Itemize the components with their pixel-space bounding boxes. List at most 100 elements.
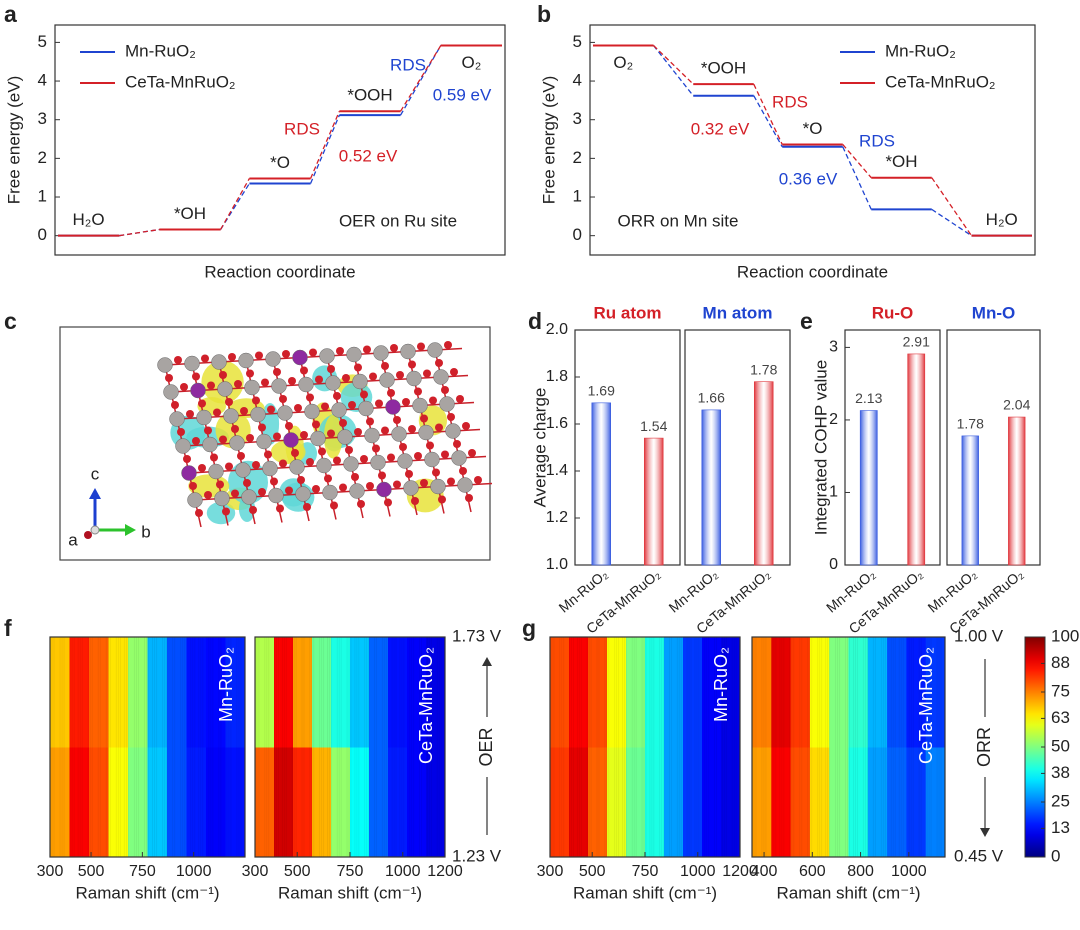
atom [358, 400, 374, 417]
heatmap-cell [867, 637, 888, 748]
heatmap-cell [588, 637, 608, 748]
heatmap-cell [167, 747, 187, 858]
oxygen [363, 345, 371, 354]
oxygen [327, 365, 335, 373]
direction-label: ORR [974, 727, 994, 767]
oxygen [435, 423, 443, 432]
atom [325, 375, 341, 391]
plot-frame [54, 24, 506, 256]
value-label: 1.78 [750, 361, 777, 377]
legend-label: Mn-RuO₂ [125, 41, 196, 60]
heatmap-cell [771, 637, 792, 748]
colorbar-tick-label: 0 [1051, 846, 1060, 865]
oxygen [462, 422, 470, 430]
x-tick-label: 300 [537, 863, 564, 880]
heatmap-cell [69, 747, 90, 858]
colorbar-tick-label: 88 [1051, 653, 1070, 672]
atom [433, 369, 449, 385]
axis-arrowhead [89, 488, 101, 499]
connector [119, 228, 160, 237]
colorbar-tick-label: 63 [1051, 708, 1070, 727]
connector [220, 178, 250, 230]
oxygen [276, 504, 284, 513]
oxygen [273, 432, 281, 441]
atom [400, 343, 416, 360]
oxygen [435, 359, 443, 367]
oxygen [444, 341, 452, 349]
oxygen [183, 455, 191, 463]
annotation: RDS [284, 119, 320, 138]
oxygen [393, 416, 401, 424]
heatmap-cell [369, 637, 389, 748]
panel-letter: d [528, 308, 542, 334]
y-tick-label: 1.6 [546, 415, 568, 432]
oxygen [441, 386, 449, 394]
heatmap-cell [206, 747, 226, 858]
value-label: 2.91 [903, 334, 930, 350]
y-tick-label: 1.8 [546, 368, 568, 385]
state-label: *OOH [701, 59, 746, 78]
connector [400, 45, 442, 116]
state-label: H₂O [73, 210, 105, 229]
y-tick-label: 5 [573, 32, 582, 51]
oxygen [345, 446, 353, 454]
x-tick-label: 800 [847, 863, 874, 880]
oxygen [174, 356, 182, 364]
y-tick-label: 3 [38, 109, 47, 128]
x-tick-label: 500 [78, 863, 105, 880]
heatmap-cell [702, 747, 722, 858]
x-axis-label: Raman shift (cm⁻¹) [573, 883, 717, 902]
panel-letter: a [4, 1, 17, 27]
heatmap-cell [588, 747, 608, 858]
oxygen [207, 381, 215, 390]
y-tick-label: 1 [829, 484, 838, 501]
oxygen [261, 378, 269, 387]
atom [457, 477, 473, 493]
y-tick-label: 0.45 V [954, 846, 1004, 865]
heatmap-cell [721, 747, 741, 858]
heatmap-cell [683, 747, 703, 858]
atom [163, 384, 179, 400]
oxygen [330, 501, 338, 510]
subplot-title: Mn atom [703, 303, 773, 322]
bar [753, 381, 774, 566]
oxygen [219, 371, 227, 379]
heatmap-cell [887, 637, 907, 748]
heatmap-cell [350, 637, 370, 748]
y-tick-label: 3 [829, 339, 838, 356]
value-label: 1.66 [698, 390, 725, 406]
oxygen [309, 348, 317, 357]
oxygen [366, 482, 374, 490]
heatmap-cell [167, 637, 187, 748]
annotation: OER on Ru site [339, 211, 457, 230]
atom [397, 453, 413, 469]
oxygen [231, 489, 239, 498]
plot-frame [684, 329, 791, 566]
heatmap-cell [147, 637, 168, 748]
heatmap-cell [867, 747, 888, 858]
x-tick-label: 1000 [891, 863, 927, 880]
atom [322, 484, 338, 501]
annotation: RDS [859, 131, 895, 150]
oxygen [327, 429, 335, 438]
heatmap-cell [293, 747, 313, 858]
oxygen [165, 374, 173, 382]
colorbar-tick-label: 75 [1051, 681, 1070, 700]
axis-arrow [84, 531, 92, 539]
atom [196, 409, 212, 426]
heatmap-cell [645, 637, 665, 748]
oxygen [180, 383, 188, 391]
oxygen [402, 398, 410, 406]
direction-arrow [482, 657, 492, 666]
plot-frame [751, 636, 946, 858]
oxygen [219, 435, 227, 444]
axis-label: c [91, 464, 100, 483]
atom [250, 406, 266, 423]
oxygen [456, 395, 464, 403]
panel-letter: e [800, 308, 813, 334]
atom [277, 405, 293, 421]
oxygen [186, 410, 194, 418]
subplot-title: Ru-O [872, 303, 914, 322]
atom [379, 372, 395, 388]
